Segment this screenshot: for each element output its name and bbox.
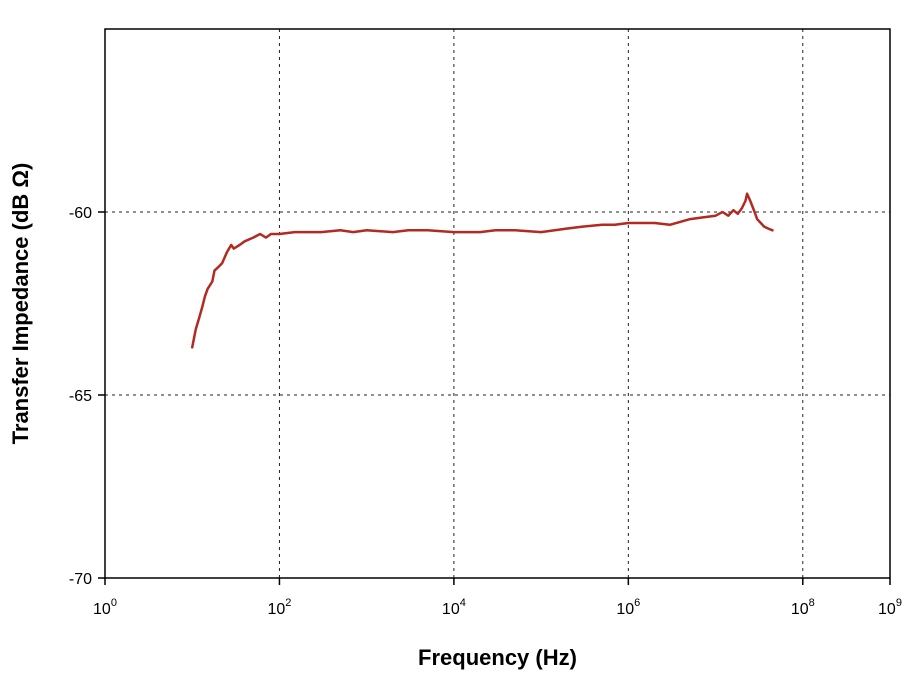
x-tick-label-base: 10 (616, 601, 634, 618)
x-tick-label-exponent: 0 (111, 597, 117, 609)
y-axis-title: Transfer Impedance (dB Ω) (8, 163, 33, 445)
tick-layer (98, 211, 891, 585)
x-tick-label-exponent: 4 (460, 597, 466, 609)
x-tick-label-base: 10 (267, 601, 285, 618)
grid-layer (105, 29, 890, 578)
x-tick-label: 108 (791, 597, 815, 618)
label-layer: 100 102 104 106 108 109-60-65-70 (69, 205, 902, 618)
series-layer (190, 192, 774, 349)
plot-frame (104, 28, 891, 579)
x-tick-label: 102 (267, 597, 291, 618)
series-line (190, 192, 774, 349)
x-tick-label-exponent: 8 (809, 597, 815, 609)
x-tick-label: 106 (616, 597, 640, 618)
y-tick-label: -60 (69, 205, 92, 222)
x-tick-label: 109 (878, 597, 902, 618)
x-tick-label-exponent: 2 (285, 597, 291, 609)
x-tick-label: 104 (442, 597, 466, 618)
x-tick-label-exponent: 6 (634, 597, 640, 609)
x-axis-title: Frequency (Hz) (418, 645, 577, 670)
y-tick-label: -70 (69, 571, 92, 588)
y-tick-label: -65 (69, 388, 92, 405)
x-tick-label-base: 10 (791, 601, 809, 618)
x-tick-label-base: 10 (93, 601, 111, 618)
x-tick-label-base: 10 (442, 601, 460, 618)
x-tick-label-base: 10 (878, 601, 896, 618)
x-tick-label-exponent: 9 (896, 597, 902, 609)
x-tick-label: 100 (93, 597, 117, 618)
